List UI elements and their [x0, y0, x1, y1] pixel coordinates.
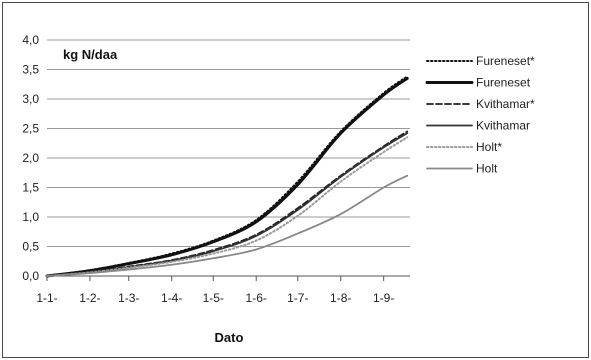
axes: 0,0 0,5 1,0 1,5 2,0 2,5 3,0 3,5 4,0 1-1- 1-2- 1-3- 1… — [22, 33, 410, 305]
x-tick-label: 1-4- — [161, 291, 182, 305]
x-tick-label: 1-9- — [373, 291, 394, 305]
legend-label: Kvithamar* — [476, 97, 535, 111]
x-tick-label: 1-5- — [203, 291, 224, 305]
y-tick-label: 3,5 — [22, 63, 39, 77]
legend-label: Kvithamar — [476, 119, 530, 133]
y-tick-label: 3,0 — [22, 92, 39, 106]
y-tick-label: 0,0 — [22, 269, 39, 283]
x-tick-label: 1-3- — [118, 291, 139, 305]
x-axis-title: Dato — [215, 330, 244, 345]
x-tick-label: 1-7- — [287, 291, 308, 305]
series-line — [46, 174, 409, 277]
gridlines — [47, 39, 410, 277]
chart-title: kg N/daa — [63, 47, 118, 62]
y-tick-label: 1,0 — [22, 210, 39, 224]
y-tick-label: 4,0 — [22, 33, 39, 47]
line-chart: 0,0 0,5 1,0 1,5 2,0 2,5 3,0 3,5 4,0 1-1- 1-2- 1-3- 1… — [22, 33, 535, 345]
x-tick-label: 1-2- — [79, 291, 100, 305]
legend: Fureneset* Fureneset Kvithamar* Kvithamar Ho… — [425, 54, 535, 176]
legend-label: Fureneset* — [476, 54, 535, 68]
legend-label: Holt* — [476, 140, 502, 154]
y-tick-label: 1,5 — [22, 181, 39, 195]
x-tick-label: 1-6- — [246, 291, 267, 305]
series-line — [46, 136, 409, 277]
series-line — [46, 130, 409, 277]
x-tick-label: 1-1- — [36, 291, 57, 305]
legend-label: Fureneset — [476, 76, 531, 90]
legend-label: Holt — [476, 162, 498, 176]
y-tick-label: 0,5 — [22, 240, 39, 254]
y-tick-label: 2,5 — [22, 122, 39, 136]
x-tick-label: 1-8- — [330, 291, 351, 305]
y-tick-label: 2,0 — [22, 151, 39, 165]
series-line — [46, 132, 409, 277]
series-lines — [45, 75, 409, 278]
series-line — [45, 76, 409, 278]
